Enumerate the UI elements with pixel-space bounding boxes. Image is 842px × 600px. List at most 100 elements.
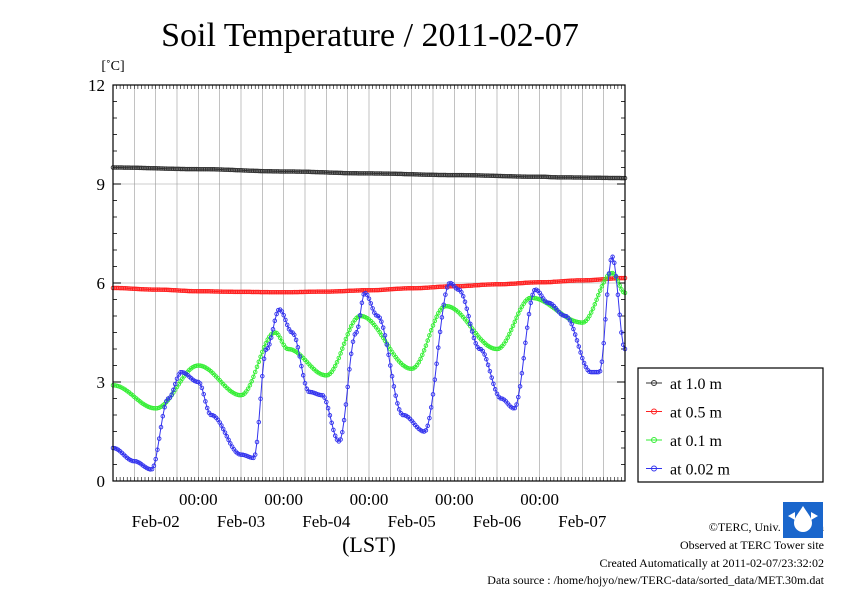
legend-label-2: at 0.1 m [670,433,723,450]
series-point-3 [149,466,155,472]
series-point-3 [249,455,254,460]
created-timestamp-text: Created Automatically at 2011-02-07/23:3… [599,556,824,570]
y-tick-label: 12 [88,76,105,95]
series-point-2 [617,283,622,288]
series-point-3 [613,274,619,279]
series-point-2 [420,352,425,358]
series-point-3 [423,428,429,433]
series-point-3 [350,339,356,344]
series-point-3 [293,337,299,343]
series-point-3 [329,420,334,426]
series-point-3 [283,317,288,323]
series-point-3 [608,257,614,263]
series-point-3 [197,381,203,386]
series-point-3 [480,348,486,354]
series-point-3 [580,355,585,361]
series-point-2 [341,341,347,347]
series-point-3 [574,338,580,343]
series-point-3 [473,341,478,346]
series-point-3 [524,325,530,330]
series-point-3 [169,392,174,397]
series-point-3 [606,271,612,276]
series-point-3 [347,367,352,372]
series-point-3 [581,360,587,366]
y-tick-label: 9 [97,175,106,194]
series-point-3 [487,368,493,374]
series-point-3 [270,326,276,332]
series-point-3 [324,399,329,405]
series-point-3 [261,356,267,362]
series-point-2 [245,386,251,391]
series-point-3 [331,427,336,433]
series-point-3 [364,292,370,298]
series-point-2 [430,323,436,328]
series-point-3 [484,356,489,362]
series-point-2 [592,302,598,307]
series-point-3 [526,311,532,317]
series-point-3 [462,299,468,305]
logo-wing-shapes [788,512,818,520]
series-point-3 [356,324,361,329]
series-point-2 [334,359,340,365]
series-point-3 [380,325,386,330]
series-point-2 [279,339,285,344]
series-point-3 [160,413,166,419]
series-point-3 [395,401,400,406]
series-point-3 [281,312,286,318]
series-point-3 [158,424,164,430]
series-point-2 [338,351,343,356]
series-point-2 [416,360,422,365]
series-point-3 [604,292,610,297]
series-point-2 [599,284,605,289]
series-point-3 [267,342,272,347]
series-point-3 [348,351,354,357]
series-point-3 [578,350,583,355]
x-time-label: 00:00 [520,490,559,509]
series-point-3 [517,384,523,389]
series-point-2 [494,346,500,352]
series-point-3 [265,346,270,351]
y-tick-label: 3 [97,373,106,392]
series-point-2 [258,354,263,359]
series-point-3 [354,330,359,335]
series-point-3 [466,313,471,319]
series-point-3 [222,430,228,435]
series-point-2 [340,346,345,351]
series-point-2 [512,319,518,325]
series-point-3 [171,387,176,393]
series-point-3 [619,330,624,335]
series-point-3 [434,361,439,366]
series-point-3 [219,423,224,428]
x-date-label: Feb-07 [558,512,607,531]
series-point-3 [460,293,466,299]
data-source-text: Data source : /home/hojyo/new/TERC-data/… [487,573,824,587]
series-point-3 [469,329,475,334]
series-point-3 [597,368,603,374]
x-date-label: Feb-05 [388,512,436,531]
series-point-3 [516,394,521,400]
series-point-3 [601,340,606,346]
series-point-3 [521,356,526,361]
series-point-2 [580,320,585,325]
series-point-3 [322,395,327,400]
series-point-3 [302,380,308,386]
series-point-3 [471,335,477,341]
series-point-2 [503,338,509,344]
series-point-3 [274,311,279,317]
series-point-3 [571,326,576,332]
series-point-3 [428,405,434,410]
series-point-3 [567,318,573,323]
series-point-3 [528,300,534,306]
series-point-2 [590,306,596,311]
legend-marker-1 [651,408,657,415]
series-point-2 [345,332,350,337]
series-point-3 [151,463,157,469]
series-point-3 [172,381,178,387]
series-point-2 [427,333,432,338]
series-point-3 [162,405,167,410]
series-point-3 [379,319,384,324]
series-point-3 [327,413,333,418]
series-point-3 [599,359,605,364]
series-point-3 [491,381,496,387]
